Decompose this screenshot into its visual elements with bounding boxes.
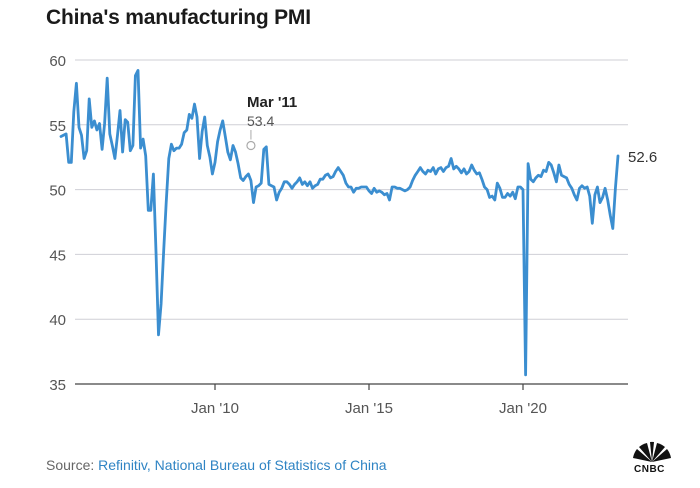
y-tick-label: 55	[49, 118, 66, 135]
source-prefix: Source:	[46, 457, 99, 473]
y-tick-label: 35	[49, 377, 66, 394]
source-links[interactable]: Refinitiv, National Bureau of Statistics…	[98, 457, 387, 473]
brand-name: CNBC	[634, 464, 665, 475]
series-layer	[59, 69, 620, 377]
source-note: Source: Refinitiv, National Bureau of St…	[46, 457, 387, 473]
annotation-value: 53.4	[247, 113, 274, 129]
x-axis: Jan '10 Jan '15 Jan '20	[75, 383, 628, 417]
y-tick-label: 45	[49, 247, 66, 264]
x-tick-label: Jan '20	[499, 400, 547, 417]
x-tick-label: Jan '15	[345, 400, 393, 417]
cnbc-peacock-logo-icon	[633, 441, 671, 462]
annotation-marker	[246, 140, 256, 151]
y-tick-label: 50	[49, 183, 66, 200]
last-value-label: 52.6	[628, 149, 657, 166]
chart-title: China's manufacturing PMI	[46, 6, 311, 29]
x-tick-label: Jan '10	[191, 400, 239, 417]
y-tick-label: 40	[49, 312, 66, 329]
y-axis-ticks: 35 40 45 50 55 60	[49, 53, 66, 394]
series-line-pmi	[59, 69, 620, 377]
y-tick-label: 60	[49, 53, 66, 70]
annotations: Mar '11 53.4 52.6	[246, 94, 657, 166]
annotation-label: Mar '11	[247, 94, 297, 111]
pmi-line-chart: 35 40 45 50 55 60 Jan '10 Jan '15 Jan '20 Mar '…	[49, 53, 657, 417]
